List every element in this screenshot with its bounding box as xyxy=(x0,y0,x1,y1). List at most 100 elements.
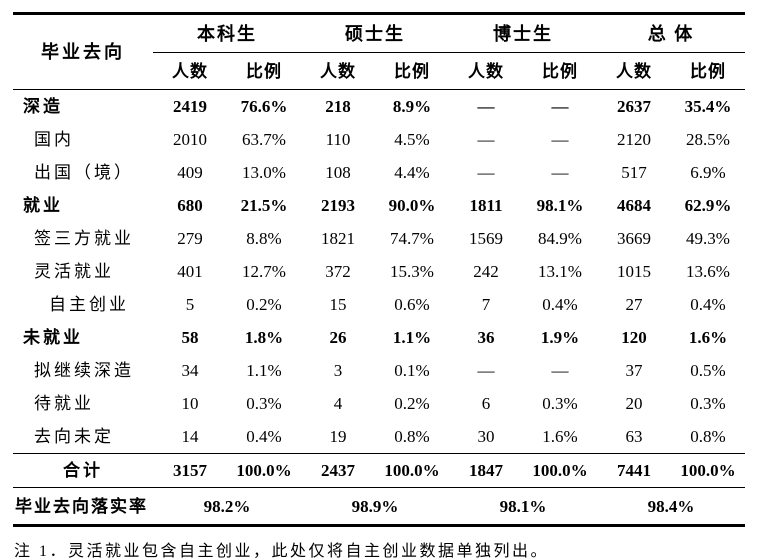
data-cell: 108 xyxy=(325,163,351,182)
data-cell: — xyxy=(551,163,569,182)
corner-header-destination: 毕业去向 xyxy=(13,12,153,90)
data-cell: 10 xyxy=(181,394,199,413)
data-cell: 58 xyxy=(181,328,199,347)
data-cell: 372 xyxy=(325,262,351,281)
table-footnote: 注 1．灵活就业包含自主创业，此处仅将自主创业数据单独列出。 xyxy=(14,543,550,558)
data-cell: 8.8% xyxy=(246,229,282,248)
data-cell: 8.9% xyxy=(392,97,432,116)
data-cell: 2120 xyxy=(617,130,651,149)
subheader-ratio: 比例 xyxy=(523,52,597,90)
data-cell: 14 xyxy=(181,427,199,446)
data-cell: 242 xyxy=(473,262,499,281)
data-cell: 2010 xyxy=(173,130,207,149)
data-cell: 35.4% xyxy=(684,97,732,116)
group-header-master: 硕士生 xyxy=(301,12,449,53)
data-cell: 517 xyxy=(621,163,647,182)
data-cell: 3157 xyxy=(153,453,227,488)
row-label: 签三方就业 xyxy=(34,229,134,248)
subheader-ratio: 比例 xyxy=(227,52,301,90)
data-cell: 1821 xyxy=(321,229,355,248)
data-cell: 401 xyxy=(177,262,203,281)
data-cell: 100.0% xyxy=(227,453,301,488)
data-cell: 27 xyxy=(625,295,643,314)
row-label: 国内 xyxy=(34,130,74,149)
data-cell: 0.8% xyxy=(690,427,726,446)
group-header-doctor: 博士生 xyxy=(449,12,597,53)
data-cell: 76.6% xyxy=(240,97,288,116)
row-label: 拟继续深造 xyxy=(34,361,134,380)
table-body: 深造 2419 76.6% 218 8.9% — —2637 35.4% 国内 2010 63.7%… xyxy=(13,90,745,454)
data-cell: 218 xyxy=(325,97,351,116)
data-cell: 0.6% xyxy=(394,295,430,314)
data-cell: 62.9% xyxy=(684,196,732,215)
row-label: 灵活就业 xyxy=(34,262,114,281)
data-cell: 1.1% xyxy=(392,328,432,347)
table-row: 出国（境） 409 13.0% 108 4.4% — — 517 6.9% xyxy=(13,156,745,189)
data-cell: 36 xyxy=(477,328,495,347)
data-cell: 1.1% xyxy=(246,361,282,380)
group-header-row: 毕业去向 本科生 硕士生 博士生 总 体 xyxy=(13,12,745,90)
data-cell: 13.6% xyxy=(686,262,730,281)
data-cell: 12.7% xyxy=(242,262,286,281)
data-cell: 4 xyxy=(333,394,343,413)
table-row: 未就业 58 1.8% 26 1.1% 36 1.9% 120 1.6% xyxy=(13,321,745,354)
data-cell: 1015 xyxy=(617,262,651,281)
data-cell: 37 xyxy=(625,361,643,380)
data-cell: 0.3% xyxy=(690,394,726,413)
data-cell: 409 xyxy=(177,163,203,182)
data-cell: 21.5% xyxy=(240,196,288,215)
data-cell: 1.6% xyxy=(688,328,728,347)
data-cell: 5 xyxy=(185,295,195,314)
table-row: 去向未定 14 0.4% 19 0.8% 30 1.6% 63 0.8% xyxy=(13,420,745,454)
data-cell: — xyxy=(477,163,495,182)
data-cell: — xyxy=(551,130,569,149)
data-cell: 74.7% xyxy=(390,229,434,248)
table-row: 深造 2419 76.6% 218 8.9% — — 2637 35.4% xyxy=(13,90,745,124)
table-row: 灵活就业 401 12.7% 372 15.3% 242 13.1% 1015 13.6% xyxy=(13,255,745,288)
subheader-count: 人数 xyxy=(597,52,671,90)
data-cell: 6.9% xyxy=(690,163,726,182)
row-label: 自主创业 xyxy=(49,295,129,314)
data-cell: 7 xyxy=(481,295,491,314)
data-cell: 3 xyxy=(333,361,343,380)
data-cell: 84.9% xyxy=(538,229,582,248)
data-cell: 15.3% xyxy=(390,262,434,281)
group-header-undergraduate: 本科生 xyxy=(153,12,301,53)
rate-cell-total: 98.4% xyxy=(597,487,745,527)
data-cell: 19 xyxy=(329,427,347,446)
data-cell: 680 xyxy=(177,196,203,215)
data-cell: — xyxy=(477,130,495,149)
data-cell: — xyxy=(477,97,495,116)
rate-cell-master: 98.9% xyxy=(301,487,449,527)
data-cell: 6 xyxy=(481,394,491,413)
subheader-ratio: 比例 xyxy=(671,52,745,90)
data-cell: 0.4% xyxy=(246,427,282,446)
data-cell: 15 xyxy=(329,295,347,314)
subheader-ratio: 比例 xyxy=(375,52,449,90)
table-row: 国内 2010 63.7% 110 4.5% — — 2120 28.5% xyxy=(13,123,745,156)
data-cell: 1847 xyxy=(449,453,523,488)
data-cell: 4.4% xyxy=(394,163,430,182)
table-row: 待就业 10 0.3% 4 0.2% 6 0.3% 20 0.3% xyxy=(13,387,745,420)
data-cell: 13.1% xyxy=(538,262,582,281)
table-row: 就业 680 21.5% 2193 90.0% 1811 98.1% 4684 62.9% xyxy=(13,189,745,222)
data-cell: 1.6% xyxy=(542,427,578,446)
data-cell: 28.5% xyxy=(686,130,730,149)
data-cell: 100.0% xyxy=(523,453,597,488)
row-label: 深造 xyxy=(23,97,63,116)
data-cell: 2193 xyxy=(321,196,355,215)
data-cell: 279 xyxy=(177,229,203,248)
data-cell: 0.4% xyxy=(690,295,726,314)
data-cell: — xyxy=(477,361,495,380)
data-cell: 30 xyxy=(477,427,495,446)
total-row: 合计 3157 100.0% 2437 100.0% 1847 100.0% 7… xyxy=(13,453,745,488)
row-label: 去向未定 xyxy=(34,427,114,446)
data-cell: 1.9% xyxy=(540,328,580,347)
data-cell: — xyxy=(551,97,569,116)
subheader-count: 人数 xyxy=(153,52,227,90)
row-label: 待就业 xyxy=(34,394,94,413)
data-cell: 3669 xyxy=(617,229,651,248)
data-cell: 0.8% xyxy=(394,427,430,446)
data-cell: 110 xyxy=(325,130,351,149)
